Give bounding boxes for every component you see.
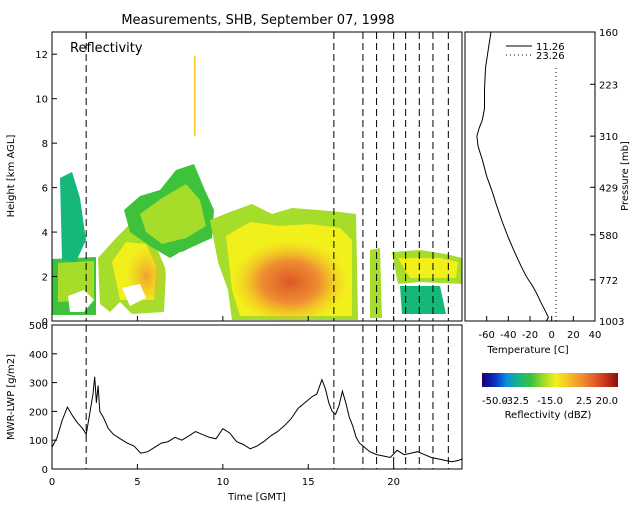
clear-gap-3: [122, 284, 146, 306]
temp-legend-1126: 11.26: [536, 42, 565, 53]
clear-gap-1: [164, 250, 222, 310]
sparse-echo-8gmt: [194, 56, 196, 136]
reflectivity-y-tick-label: 6: [42, 184, 48, 195]
colorbar-tick-label: 2.5: [576, 396, 592, 407]
pressure-y-ticks: 160 223 310 429 580 772 1003: [590, 28, 624, 328]
reflectivity-y-tick-label: 10: [35, 95, 48, 106]
colorbar-ticks: -50.0-32.5 -15.0 2.5 20.0: [482, 396, 618, 407]
reflectivity-y-tick-label: 12: [35, 50, 48, 61]
echo-region-late-b-core: [398, 258, 458, 278]
time-x-tick-label: 15: [302, 477, 315, 488]
echo-region-late-a: [370, 248, 382, 318]
lwp-y-tick-label: 400: [29, 350, 48, 361]
temperature-x-tick-label: -60: [478, 330, 494, 341]
pressure-y-tick-label: 772: [599, 276, 618, 287]
colorbar: [482, 373, 618, 387]
time-x-ticks: 0 5 10 15 20: [49, 316, 400, 488]
colorbar-tick-label: 20.0: [596, 396, 618, 407]
temperature-x-tick-label: 20: [567, 330, 580, 341]
time-x-tick-label: 10: [216, 477, 229, 488]
lwp-y-tick-label: 100: [29, 436, 48, 447]
temperature-x-tick-label: -20: [522, 330, 538, 341]
lwp-y-label: MWR-LWP [g/m2]: [6, 354, 17, 440]
time-x-tick-label: 0: [49, 477, 55, 488]
temp-series-1126: [476, 31, 549, 322]
reflectivity-y-tick-label: 0: [42, 317, 48, 328]
reflectivity-dashed-lines: [85, 32, 449, 321]
echo-region-left-tower: [60, 172, 86, 262]
echo-region-midday-tower-core: [140, 184, 206, 244]
lwp-y-tick-label: 300: [29, 379, 48, 390]
reflectivity-y-tick-label: 2: [42, 273, 48, 284]
temperature-x-tick-label: -40: [500, 330, 516, 341]
pressure-y-tick-label: 1003: [599, 317, 624, 328]
lwp-dashed-lines: [85, 325, 449, 469]
lwp-y-ticks: 0 100 200 300 400 500: [29, 321, 57, 476]
reflectivity-y-label: Height [km AGL]: [6, 135, 17, 218]
time-x-label: Time [GMT]: [227, 492, 286, 503]
temp-legend: 11.26 23.26: [506, 42, 565, 62]
temp-frame: [464, 31, 596, 322]
pressure-y-tick-label: 223: [599, 80, 618, 91]
reflectivity-y-ticks: 0 2 4 6 8 10 12: [35, 50, 57, 328]
time-x-tick-label: 20: [387, 477, 400, 488]
temp-legend-2326: 23.26: [536, 51, 565, 62]
pressure-y-tick-label: 310: [599, 132, 618, 143]
clear-gap-2: [68, 290, 94, 312]
reflectivity-field: [52, 56, 462, 321]
temperature-x-tick-label: 0: [548, 330, 554, 341]
chart-title: Measurements, SHB, September 07, 1998: [121, 13, 394, 28]
lwp-y-tick-label: 500: [29, 321, 48, 332]
temperature-x-ticks: -60 -40 -20 0 20 40: [478, 316, 601, 341]
lwp-y-tick-label: 0: [42, 465, 48, 476]
echo-core: [232, 240, 348, 321]
colorbar-tick-label: -50.0: [482, 396, 508, 407]
colorbar-label: Reflectivity (dBZ): [505, 410, 592, 421]
pressure-y-tick-label: 429: [599, 183, 618, 194]
lwp-series-line: [51, 376, 463, 463]
pressure-y-label: Pressure [mb]: [620, 141, 631, 211]
colorbar-tick-label: -15.0: [537, 396, 563, 407]
reflectivity-panel-label: Reflectivity: [70, 41, 143, 56]
temperature-x-tick-label: 40: [589, 330, 602, 341]
time-x-tick-label: 5: [134, 477, 140, 488]
lwp-frame: [51, 324, 463, 470]
reflectivity-frame: [51, 31, 463, 322]
colorbar-tick-label: -32.5: [503, 396, 529, 407]
temperature-x-label: Temperature [C]: [486, 345, 568, 356]
pressure-y-tick-label: 160: [599, 28, 618, 39]
lwp-y-tick-label: 200: [29, 407, 48, 418]
pressure-y-tick-label: 580: [599, 231, 618, 242]
echo-region-late-c: [400, 286, 446, 314]
reflectivity-y-tick-label: 4: [42, 228, 48, 239]
reflectivity-y-tick-label: 8: [42, 139, 48, 150]
